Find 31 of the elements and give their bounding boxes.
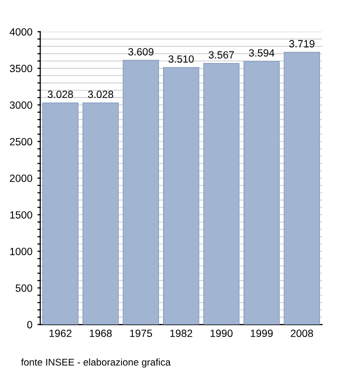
data-label: 3.510 xyxy=(168,55,194,63)
data-label: 3.028 xyxy=(48,90,73,98)
x-tick-label: 1990 xyxy=(210,330,233,338)
y-tick-label: 3000 xyxy=(10,101,32,109)
y-tick-label: 2500 xyxy=(10,138,32,146)
data-label: 3.719 xyxy=(289,40,314,48)
bar xyxy=(243,61,280,325)
y-tick-label: 2000 xyxy=(10,174,32,182)
bar xyxy=(82,102,119,325)
x-tick-label: 1968 xyxy=(90,330,112,338)
data-label: 3.594 xyxy=(248,49,274,57)
x-tick-label: 1962 xyxy=(50,330,72,338)
y-tick-label: 1500 xyxy=(10,211,32,219)
x-tick-label: 1999 xyxy=(250,330,273,338)
y-tick-label: 4000 xyxy=(10,28,32,36)
bar xyxy=(42,102,79,325)
bar xyxy=(122,60,160,325)
bar xyxy=(162,67,200,325)
y-tick-label: 3500 xyxy=(10,64,32,72)
y-tick-label: 0 xyxy=(27,321,32,328)
x-tick-label: 1975 xyxy=(130,330,152,338)
data-label: 3.567 xyxy=(208,51,234,59)
x-tick-label: 2008 xyxy=(290,330,314,338)
data-label: 3.609 xyxy=(128,48,154,56)
bar xyxy=(284,52,320,325)
data-label: 3.028 xyxy=(88,90,114,98)
source-note: fonte INSEE - elaborazione grafica xyxy=(21,358,171,368)
y-tick-label: 1000 xyxy=(10,248,32,256)
x-tick-label: 1982 xyxy=(170,330,192,338)
y-tick-label: 500 xyxy=(16,284,32,292)
bar xyxy=(203,62,240,325)
